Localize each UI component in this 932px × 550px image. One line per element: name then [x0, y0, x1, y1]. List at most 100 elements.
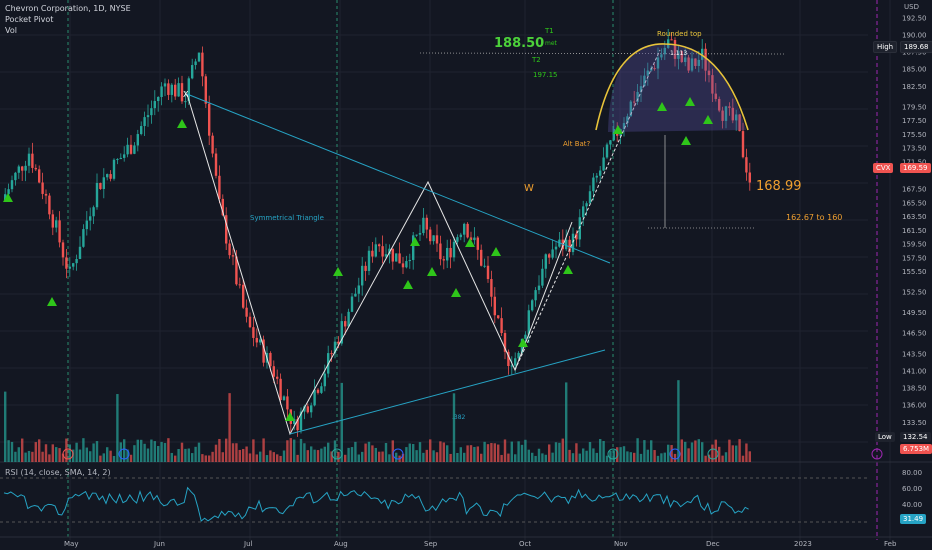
candle-body — [541, 268, 544, 286]
candle-body — [602, 157, 605, 171]
price-axis: 192.50190.00187.50185.00182.50179.50177.… — [64, 3, 927, 548]
candle — [102, 168, 105, 199]
candle — [408, 253, 411, 269]
candle — [554, 242, 558, 259]
candle-body — [405, 261, 408, 268]
volume-bar — [469, 445, 473, 462]
candle-body — [245, 307, 248, 317]
volume-bar — [626, 451, 629, 462]
candle — [490, 270, 493, 307]
candle — [476, 235, 479, 260]
candle-body — [531, 300, 534, 311]
candle — [646, 62, 649, 86]
candle — [316, 388, 320, 395]
candle — [429, 226, 432, 245]
candle — [405, 255, 408, 269]
candle-body — [724, 106, 728, 121]
volume-bar — [680, 439, 683, 462]
candle — [174, 78, 177, 100]
candle-body — [738, 114, 741, 132]
volume-bars — [4, 380, 751, 462]
candle-body — [354, 293, 357, 297]
volume-bar — [520, 444, 524, 462]
pocket-pivot-triangle — [177, 119, 187, 128]
candle — [276, 369, 279, 385]
volume-bar — [585, 450, 588, 462]
candle-body — [119, 157, 122, 160]
candle-body — [592, 177, 595, 192]
candle-body — [177, 83, 180, 97]
volume-bar — [133, 445, 136, 462]
volume-bar — [408, 443, 411, 462]
candle-body — [633, 101, 636, 103]
volume-bar — [588, 441, 592, 462]
candle — [238, 277, 241, 289]
volume-bar — [238, 449, 241, 462]
candle-body — [653, 68, 656, 70]
volume-bar — [320, 448, 323, 462]
candle-body — [340, 321, 343, 344]
chart-drawings — [186, 43, 786, 436]
candle — [401, 257, 405, 275]
candle — [728, 102, 731, 116]
price-tick-label: 177.50 — [902, 117, 927, 125]
volume-bar — [442, 442, 445, 462]
candle-body — [31, 153, 34, 168]
candle-body — [316, 389, 320, 393]
candle-body — [408, 259, 411, 262]
candle-body — [170, 84, 173, 95]
volume-bar — [184, 448, 187, 462]
candle — [350, 293, 354, 313]
volume-bar — [313, 449, 316, 462]
candle-body — [476, 237, 479, 250]
candle — [684, 48, 687, 67]
candle-body — [344, 321, 347, 327]
candle — [323, 364, 326, 392]
volume-bar — [163, 443, 167, 462]
candle — [180, 75, 184, 104]
candle — [41, 172, 44, 200]
met-label: met — [545, 40, 558, 47]
volume-bar — [452, 393, 456, 462]
volume-bar — [306, 450, 309, 462]
candle — [153, 90, 156, 116]
pocket-pivot-triangle — [518, 338, 528, 347]
candle-body — [571, 233, 575, 253]
volume-bar — [653, 450, 656, 462]
candle-body — [41, 182, 44, 194]
candle — [612, 120, 615, 142]
volume-bar — [724, 452, 728, 462]
rounded-top-arc — [595, 43, 749, 131]
candle-body — [721, 110, 724, 121]
candle — [313, 379, 316, 407]
candle-body — [252, 327, 255, 338]
candle-body — [466, 223, 469, 238]
candle-body — [741, 131, 745, 158]
candle-body — [106, 174, 109, 178]
candle-body — [361, 265, 364, 286]
candle-body — [21, 166, 24, 171]
candle — [670, 32, 673, 41]
candle-body — [493, 296, 496, 316]
candle — [704, 43, 707, 82]
price-tick-label: 182.50 — [902, 83, 927, 91]
volume-bar — [650, 440, 653, 462]
candle — [469, 231, 473, 241]
candle-body — [626, 116, 629, 124]
candle — [609, 140, 612, 150]
candle — [412, 231, 415, 270]
candle-body — [225, 215, 228, 244]
candle-body — [582, 206, 585, 218]
candle-body — [524, 334, 527, 339]
candle — [262, 335, 265, 367]
candle — [140, 121, 143, 136]
candle — [255, 328, 258, 348]
candle — [58, 211, 61, 248]
volume-bar — [330, 451, 333, 462]
volume-bar — [119, 442, 122, 462]
volume-bar — [140, 439, 143, 462]
xabcd-pattern-line — [186, 93, 573, 436]
price-tick-label: 143.50 — [902, 350, 927, 358]
candle — [381, 235, 384, 264]
